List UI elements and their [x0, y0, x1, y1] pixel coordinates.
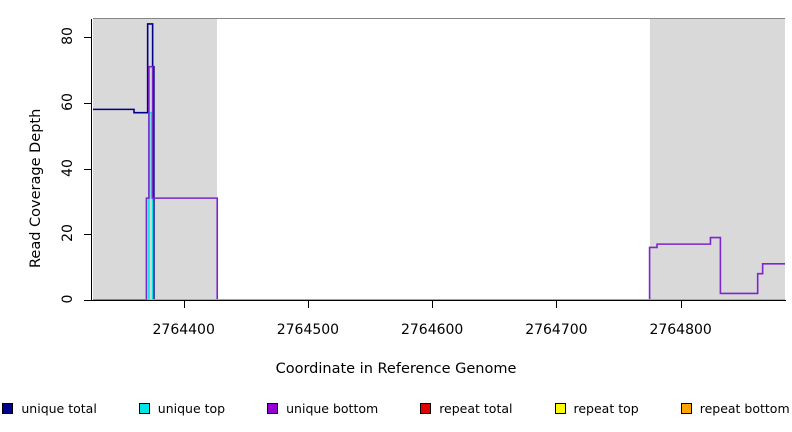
y-tick-label-text: 20	[60, 224, 76, 243]
y-tick-label-text: 60	[60, 92, 76, 111]
y-tick-label-text: 40	[60, 158, 76, 177]
y-tick-mark	[84, 234, 92, 236]
legend-label: repeat total	[439, 400, 513, 416]
x-tick-label: 2764400	[152, 322, 215, 338]
y-axis-title-label: Read Coverage Depth	[28, 108, 44, 268]
legend-swatch-icon	[680, 402, 692, 414]
x-tick-label: 2764500	[276, 322, 340, 338]
series-line-unique-top	[93, 111, 785, 300]
plot-area	[93, 19, 785, 300]
y-tick-label-text: 80	[60, 27, 76, 45]
legend-item: unique bottom	[267, 401, 378, 416]
legend-swatch-icon	[420, 402, 432, 414]
legend-label: unique top	[157, 400, 226, 416]
legend-label: repeat top	[573, 400, 639, 416]
legend-item: repeat top	[554, 400, 639, 416]
series-line-unique-total	[93, 23, 785, 300]
y-tick-label-text: 0	[60, 294, 76, 304]
x-axis-title: Coordinate in Reference Genome	[275, 361, 517, 377]
x-tick-mark	[183, 301, 185, 308]
y-axis-line	[91, 19, 92, 300]
legend-swatch-icon	[2, 402, 14, 414]
x-axis-line	[84, 300, 786, 301]
x-tick-mark	[680, 301, 682, 308]
plot-top-border	[93, 18, 785, 19]
legend-item: repeat total	[420, 400, 513, 416]
y-tick-mark	[84, 168, 92, 170]
legend-swatch-icon	[554, 402, 566, 414]
legend-label: repeat bottom	[699, 400, 790, 416]
legend-label: unique bottom	[286, 400, 379, 416]
shaded-region	[93, 19, 218, 300]
chart-canvas	[93, 23, 785, 300]
y-tick-mark	[84, 37, 92, 39]
x-tick-mark	[556, 301, 558, 308]
x-tick-label: 2764800	[649, 322, 712, 338]
x-tick-mark	[307, 301, 309, 308]
legend-swatch-icon	[267, 402, 279, 414]
legend-item: unique total	[2, 400, 97, 416]
chart-legend: unique total unique top unique bottom repea…	[0, 398, 792, 418]
series-line-unique-bottom	[93, 65, 785, 300]
legend-item: unique top	[138, 400, 226, 416]
y-tick-mark	[84, 102, 92, 104]
legend-label: unique total	[21, 400, 97, 416]
x-tick-mark	[432, 301, 434, 308]
shaded-region	[649, 19, 785, 300]
y-tick-mark	[84, 300, 92, 301]
x-tick-label: 2764700	[525, 322, 588, 338]
x-tick-label: 2764600	[400, 322, 464, 338]
legend-item: repeat bottom	[680, 400, 790, 416]
legend-swatch-icon	[138, 402, 150, 414]
